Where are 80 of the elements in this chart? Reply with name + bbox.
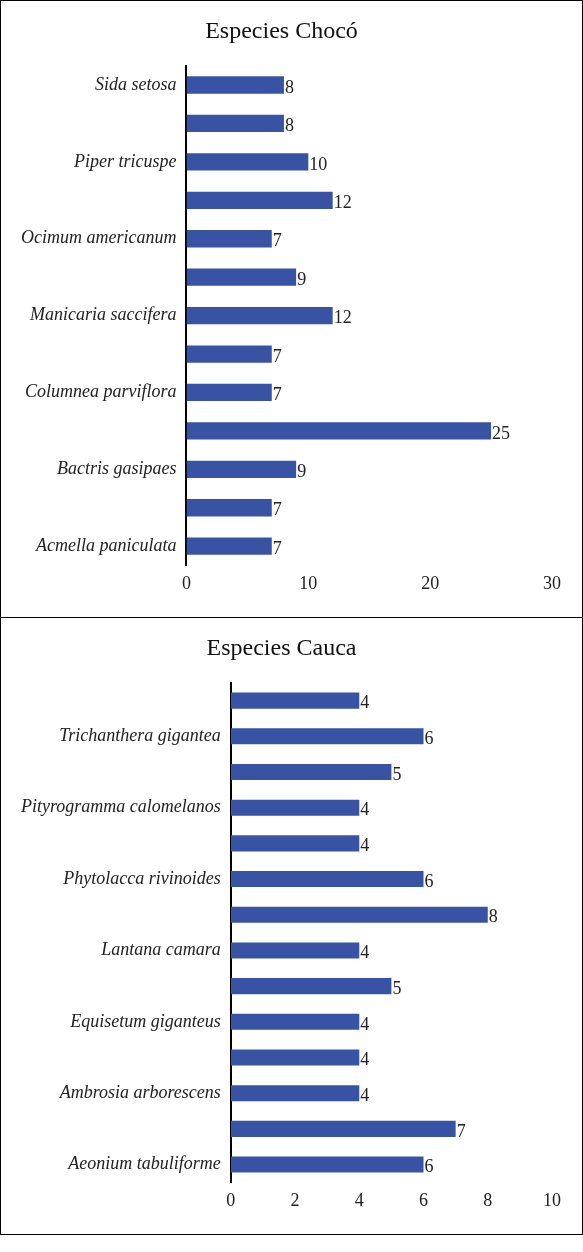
x-tick-label: 20	[421, 572, 440, 593]
bar	[230, 692, 360, 709]
bar	[186, 345, 272, 363]
bar	[186, 537, 272, 555]
x-tick-label: 0	[226, 1189, 236, 1210]
data-label: 8	[284, 76, 294, 97]
bar	[230, 1156, 424, 1173]
bar	[230, 763, 392, 781]
bar	[186, 230, 272, 248]
data-label: 8	[488, 906, 498, 927]
y-tick-label: Phytolacca rivinoides	[62, 867, 221, 888]
data-label: 4	[360, 799, 370, 820]
bar	[186, 460, 297, 478]
bar	[186, 268, 297, 286]
bar	[186, 422, 492, 440]
data-label: 7	[272, 537, 282, 558]
data-label: 10	[309, 153, 328, 174]
bar	[230, 835, 360, 852]
bar	[230, 1049, 360, 1066]
bar	[186, 191, 333, 209]
x-tick-label: 10	[543, 1189, 561, 1210]
y-tick-label: Ambrosia arborescens	[58, 1081, 221, 1102]
data-label: 25	[492, 422, 511, 443]
data-label: 4	[360, 692, 370, 713]
y-tick-label: Manicaria saccifera	[28, 304, 177, 325]
chart-title: Especies Cauca	[206, 633, 357, 660]
data-label: 6	[424, 1156, 434, 1177]
x-tick-label: 8	[483, 1189, 493, 1210]
y-tick-label: Sida setosa	[94, 73, 177, 94]
data-label: 7	[272, 499, 282, 520]
y-tick-label: Bactris gasipaes	[56, 458, 177, 479]
bar	[230, 978, 392, 995]
data-label: 4	[360, 1084, 370, 1105]
x-tick-label: 30	[543, 572, 561, 593]
bar	[186, 306, 333, 325]
data-label: 6	[424, 870, 434, 891]
bar	[230, 799, 360, 816]
bar	[186, 383, 272, 402]
data-label: 4	[360, 942, 370, 963]
data-label: 4	[360, 1013, 370, 1034]
y-tick-label: Piper tricuspe	[72, 150, 177, 171]
data-label: 12	[333, 192, 352, 213]
x-tick-label: 4	[354, 1189, 364, 1210]
bar	[186, 114, 284, 133]
data-label: 7	[272, 230, 282, 251]
x-tick-label: 10	[299, 572, 318, 593]
bar	[186, 153, 309, 171]
data-label: 4	[360, 1049, 370, 1070]
data-label: 7	[456, 1120, 466, 1141]
data-label: 7	[272, 345, 282, 366]
data-label: 5	[392, 763, 402, 784]
bar	[230, 871, 424, 888]
y-tick-label: Lantana camara	[100, 939, 221, 960]
data-label: 9	[297, 268, 307, 289]
bar	[230, 1085, 360, 1102]
y-tick-label: Columnea parviflora	[24, 381, 177, 402]
y-tick-label: Trichanthera gigantea	[59, 725, 221, 746]
bar	[230, 1013, 360, 1030]
y-tick-label: Ocimum americanum	[20, 227, 177, 248]
data-label: 4	[360, 835, 370, 856]
x-tick-label: 0	[181, 572, 191, 593]
data-label: 6	[424, 728, 434, 749]
bar	[230, 1120, 456, 1137]
bar	[230, 728, 424, 745]
y-tick-label: Aeonium tabuliforme	[67, 1153, 221, 1174]
data-label: 8	[284, 115, 294, 136]
bar	[230, 942, 360, 959]
y-tick-label: Acmella paniculata	[35, 534, 177, 555]
data-label: 9	[297, 461, 307, 482]
y-tick-label: Pityrogramma calomelanos	[20, 796, 221, 817]
bar	[230, 906, 488, 923]
x-tick-label: 2	[290, 1189, 300, 1210]
data-label: 7	[272, 384, 282, 405]
x-tick-label: 6	[419, 1189, 429, 1210]
y-tick-label: Equisetum giganteus	[69, 1010, 221, 1031]
chart-title: Especies Chocó	[205, 16, 358, 43]
data-label: 5	[392, 977, 402, 998]
bar	[186, 499, 272, 517]
bar	[186, 76, 284, 94]
data-label: 12	[333, 307, 352, 328]
